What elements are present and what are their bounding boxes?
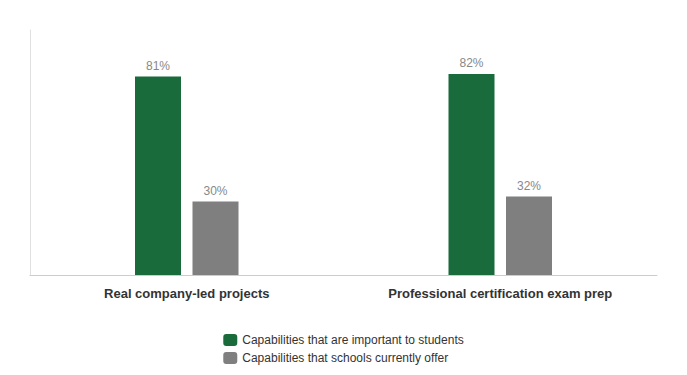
svg-text:30%: 30% xyxy=(203,184,227,198)
svg-text:Capabilities that schools curr: Capabilities that schools currently offe… xyxy=(242,351,448,365)
svg-text:82%: 82% xyxy=(459,56,483,70)
svg-text:Real company-led projects: Real company-led projects xyxy=(104,286,269,301)
svg-text:81%: 81% xyxy=(146,59,170,73)
svg-text:Capabilities that are importan: Capabilities that are important to stude… xyxy=(242,333,463,347)
svg-text:32%: 32% xyxy=(517,179,541,193)
svg-text:Professional certification exa: Professional certification exam prep xyxy=(388,286,612,301)
